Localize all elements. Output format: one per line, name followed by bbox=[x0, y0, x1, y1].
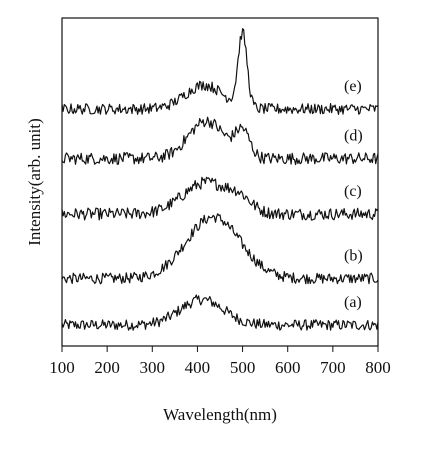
series-trace-a bbox=[61, 294, 379, 331]
series-trace-d bbox=[61, 116, 379, 166]
series-label-a: (a) bbox=[344, 294, 362, 311]
x-tick-label: 200 bbox=[94, 358, 120, 377]
x-axis-label: Wavelength(nm) bbox=[163, 405, 277, 424]
series-label-b: (b) bbox=[344, 248, 363, 265]
x-tick-label: 500 bbox=[230, 358, 256, 377]
series-trace-c bbox=[61, 176, 379, 221]
traces-group bbox=[61, 28, 379, 331]
plot-frame bbox=[61, 17, 379, 347]
series-trace-b bbox=[61, 213, 379, 285]
x-tick-label: 600 bbox=[275, 358, 301, 377]
series-labels-group: (a) (b) (c) (d) (e) bbox=[344, 78, 363, 311]
series-trace-e bbox=[61, 28, 379, 116]
x-tick-label: 400 bbox=[185, 358, 211, 377]
series-label-d: (d) bbox=[344, 128, 363, 145]
x-tick-label: 800 bbox=[365, 358, 391, 377]
x-tick-label: 100 bbox=[49, 358, 75, 377]
x-tick-label: 300 bbox=[140, 358, 166, 377]
series-label-e: (e) bbox=[344, 78, 362, 95]
x-tick-label: 700 bbox=[320, 358, 346, 377]
series-label-c: (c) bbox=[344, 183, 362, 200]
y-axis-label: Intensity(arb. unit) bbox=[25, 118, 44, 245]
x-axis-ticks: 100 200 300 400 500 600 700 800 bbox=[49, 346, 391, 377]
